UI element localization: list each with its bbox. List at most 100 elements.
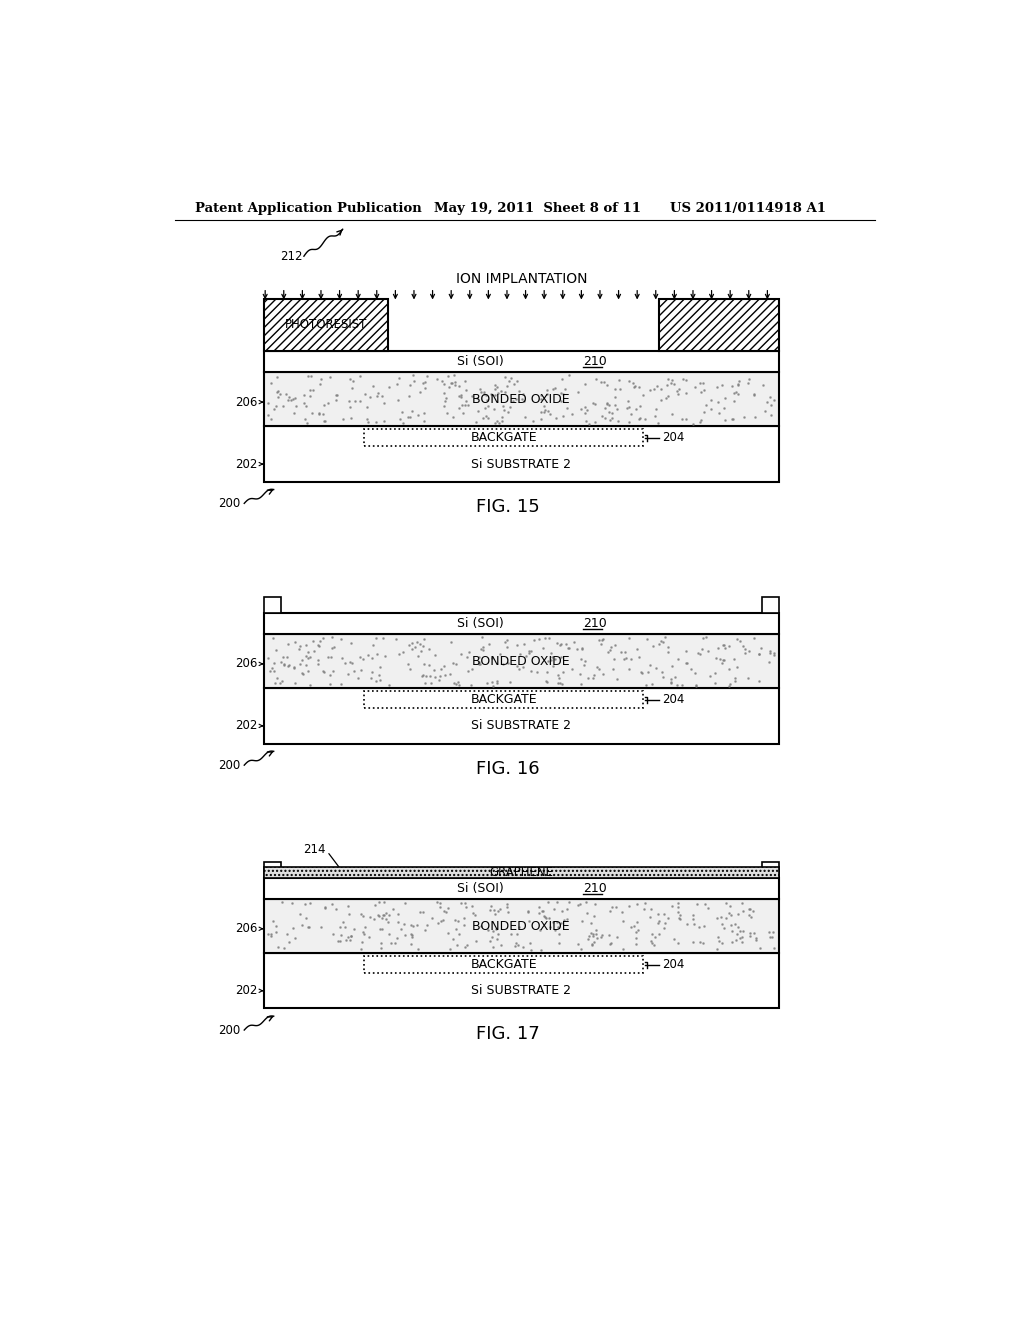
Bar bbox=[263, 688, 779, 743]
Point bbox=[762, 927, 778, 948]
Point bbox=[517, 407, 534, 428]
Point bbox=[268, 381, 285, 403]
Point bbox=[741, 640, 758, 661]
Point bbox=[729, 628, 745, 649]
Point bbox=[740, 899, 757, 920]
Text: 210: 210 bbox=[583, 616, 607, 630]
Point bbox=[712, 648, 728, 669]
Point bbox=[751, 643, 767, 664]
Point bbox=[664, 370, 680, 391]
Bar bbox=[263, 298, 388, 351]
Point bbox=[272, 672, 289, 693]
Bar bbox=[263, 597, 281, 612]
Point bbox=[319, 392, 336, 413]
Point bbox=[384, 899, 400, 920]
Point bbox=[285, 917, 301, 939]
Point bbox=[369, 643, 385, 664]
Point bbox=[730, 370, 746, 391]
Point bbox=[666, 929, 682, 950]
Point bbox=[607, 387, 624, 408]
Point bbox=[521, 640, 538, 661]
Point bbox=[484, 647, 501, 668]
Point bbox=[552, 391, 568, 412]
Point bbox=[552, 635, 568, 656]
Point bbox=[366, 375, 382, 396]
Point bbox=[538, 908, 554, 929]
Point bbox=[577, 397, 593, 418]
Point bbox=[623, 917, 639, 939]
Point bbox=[475, 381, 492, 403]
Point bbox=[265, 399, 282, 420]
Point bbox=[752, 937, 768, 958]
Point bbox=[721, 675, 737, 696]
Text: May 19, 2011  Sheet 8 of 11: May 19, 2011 Sheet 8 of 11 bbox=[434, 202, 641, 215]
Point bbox=[468, 931, 484, 952]
Point bbox=[480, 396, 497, 417]
Point bbox=[650, 413, 667, 434]
Point bbox=[461, 642, 477, 663]
Bar bbox=[658, 298, 779, 351]
Point bbox=[763, 405, 779, 426]
Point bbox=[545, 912, 561, 933]
Point bbox=[447, 675, 464, 696]
Point bbox=[427, 667, 443, 688]
Point bbox=[648, 375, 665, 396]
Point bbox=[603, 407, 620, 428]
Point bbox=[540, 400, 556, 421]
Point bbox=[766, 642, 782, 663]
Point bbox=[395, 642, 412, 663]
Point bbox=[761, 921, 777, 942]
Point bbox=[606, 393, 623, 414]
Point bbox=[416, 628, 432, 649]
Point bbox=[439, 366, 456, 387]
Point bbox=[547, 920, 563, 941]
Text: Si SUBSTRATE 2: Si SUBSTRATE 2 bbox=[471, 719, 571, 733]
Point bbox=[524, 411, 541, 432]
Point bbox=[554, 673, 570, 694]
Point bbox=[381, 376, 397, 397]
Point bbox=[374, 385, 390, 407]
Text: FIG. 17: FIG. 17 bbox=[476, 1024, 540, 1043]
Point bbox=[443, 372, 460, 393]
Point bbox=[543, 643, 559, 664]
Point bbox=[371, 892, 387, 913]
Point bbox=[687, 675, 703, 696]
Point bbox=[416, 653, 432, 675]
Point bbox=[691, 932, 708, 953]
Point bbox=[660, 907, 677, 928]
Point bbox=[388, 928, 404, 949]
Point bbox=[319, 647, 336, 668]
Point bbox=[714, 913, 730, 935]
Point bbox=[474, 627, 490, 648]
Point bbox=[260, 924, 276, 945]
Point bbox=[300, 660, 316, 681]
Text: 204: 204 bbox=[662, 432, 684, 445]
Point bbox=[623, 403, 639, 424]
Point bbox=[730, 916, 746, 937]
Point bbox=[482, 899, 499, 920]
Point bbox=[376, 392, 392, 413]
Point bbox=[730, 375, 746, 396]
Point bbox=[724, 932, 740, 953]
Point bbox=[412, 634, 428, 655]
Point bbox=[762, 387, 778, 408]
Text: FIG. 15: FIG. 15 bbox=[476, 498, 540, 516]
Point bbox=[296, 384, 312, 405]
Point bbox=[441, 939, 458, 960]
Point bbox=[532, 388, 549, 409]
Point bbox=[600, 924, 616, 945]
Point bbox=[338, 929, 354, 950]
Point bbox=[515, 383, 531, 404]
Point bbox=[618, 397, 635, 418]
Point bbox=[725, 391, 741, 412]
Point bbox=[642, 655, 658, 676]
Point bbox=[453, 892, 469, 913]
Point bbox=[752, 671, 768, 692]
Text: Si SUBSTRATE 2: Si SUBSTRATE 2 bbox=[471, 458, 571, 471]
Point bbox=[410, 645, 426, 667]
Point bbox=[510, 380, 526, 401]
Bar bbox=[762, 862, 779, 878]
Point bbox=[553, 634, 569, 655]
Point bbox=[575, 655, 592, 676]
Point bbox=[522, 932, 539, 953]
